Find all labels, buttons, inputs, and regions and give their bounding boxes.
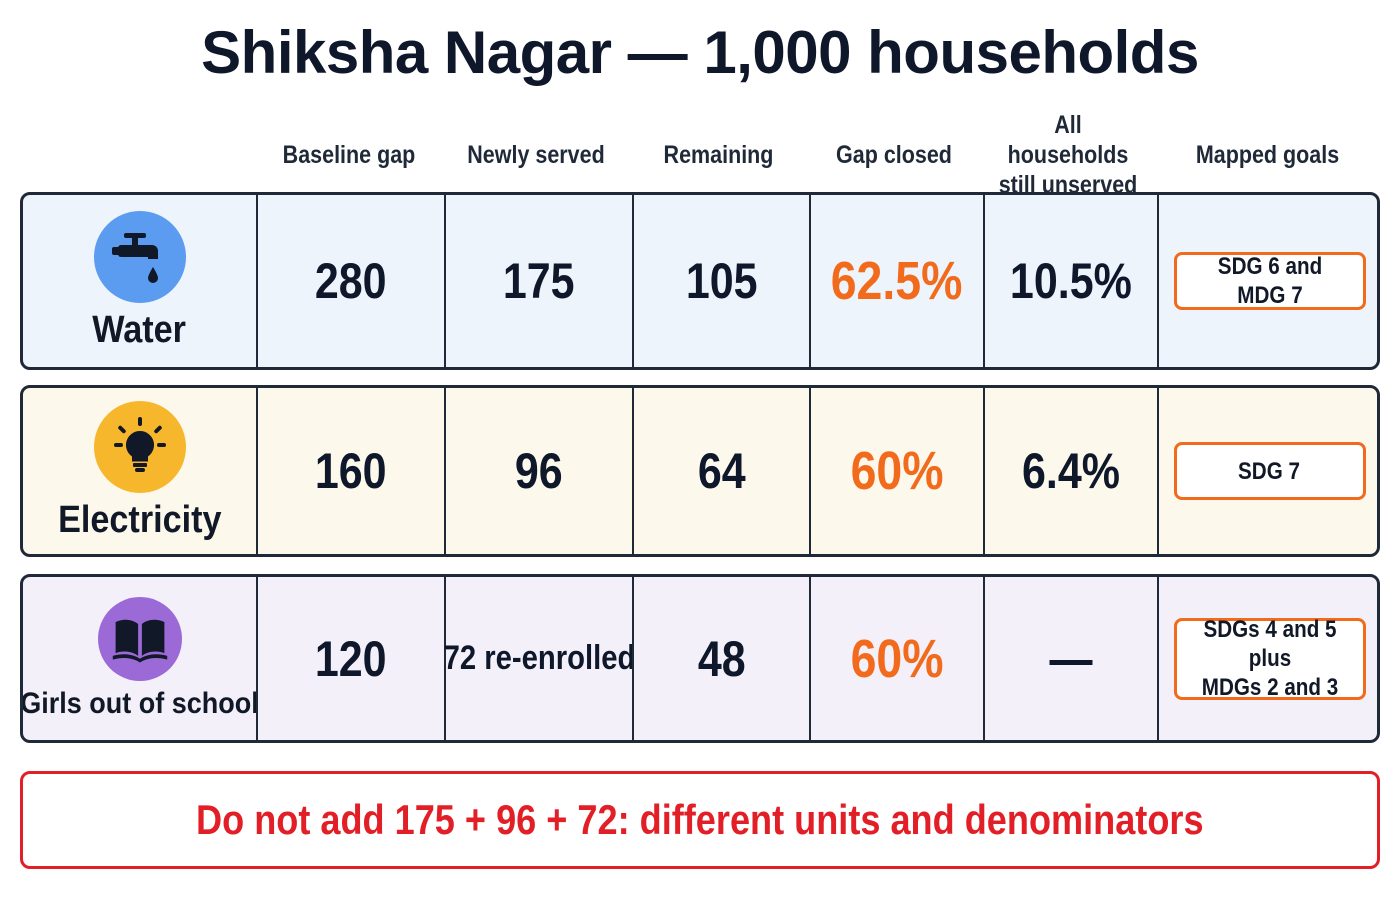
- mapped-goals-text: SDGs 4 and 5 plus MDGs 2 and 3: [1201, 616, 1338, 701]
- mapped-goals-text: SDG 6 and MDG 7: [1217, 253, 1322, 309]
- mapped-goals-text: SDG 7: [1238, 457, 1301, 485]
- remaining-value: 48: [697, 630, 746, 687]
- remaining-cell: 105: [632, 195, 809, 367]
- mapped-goals-badge: SDG 7: [1173, 442, 1366, 500]
- baseline-gap-value: 120: [315, 630, 387, 687]
- baseline-gap-cell: 160: [256, 388, 444, 554]
- unserved-value: 10.5%: [1010, 253, 1132, 309]
- column-headers: Baseline gap Newly served Remaining Gap …: [20, 111, 1380, 199]
- category-label: Girls out of school: [20, 686, 259, 720]
- unserved-cell: 6.4%: [983, 388, 1157, 554]
- remaining-cell: 64: [632, 388, 809, 554]
- column-header-mapped-goals: Mapped goals: [1195, 141, 1340, 169]
- remaining-cell: 48: [632, 577, 809, 740]
- newly-served-value: 175: [503, 253, 575, 309]
- mapped-goals-badge: SDG 6 and MDG 7: [1173, 252, 1366, 310]
- baseline-gap-cell: 280: [256, 195, 444, 367]
- table-row-electricity: Electricity 160 96 64 60% 6.4% SDG 7: [20, 385, 1380, 557]
- newly-served-value: 72 re-enrolled: [443, 639, 635, 677]
- water-tap-icon: [93, 210, 186, 303]
- baseline-gap-value: 280: [315, 253, 387, 309]
- unserved-cell: 10.5%: [983, 195, 1157, 367]
- unserved-cell: —: [983, 577, 1157, 740]
- gap-closed-cell: 62.5%: [809, 195, 983, 367]
- column-header-remaining: Remaining: [663, 141, 774, 169]
- mapped-goals-cell: SDG 7: [1157, 388, 1377, 554]
- gap-closed-cell: 60%: [809, 388, 983, 554]
- gap-closed-cell: 60%: [809, 577, 983, 740]
- gap-closed-value: 60%: [850, 628, 944, 689]
- unserved-value: 6.4%: [1021, 443, 1121, 499]
- column-header-baseline-gap: Baseline gap: [282, 141, 416, 169]
- column-header-all-households-unserved: All households still unserved: [998, 111, 1138, 199]
- category-label: Water: [92, 308, 187, 351]
- column-header-gap-closed: Gap closed: [836, 141, 952, 169]
- baseline-gap-value: 160: [315, 443, 387, 499]
- newly-served-cell: 96: [444, 388, 632, 554]
- newly-served-cell: 72 re-enrolled: [443, 577, 635, 740]
- gap-closed-value: 60%: [850, 441, 944, 501]
- gap-closed-value: 62.5%: [831, 251, 963, 311]
- light-bulb-icon: [93, 400, 186, 493]
- open-book-icon: [97, 596, 182, 681]
- mapped-goals-badge: SDGs 4 and 5 plus MDGs 2 and 3: [1173, 616, 1366, 701]
- warning-box: Do not add 175 + 96 + 72: different unit…: [20, 771, 1380, 869]
- category-cell-water: Water: [23, 195, 256, 367]
- remaining-value: 105: [685, 253, 758, 309]
- category-cell-girls-out-of-school: Girls out of school: [20, 577, 259, 740]
- warning-text: Do not add 175 + 96 + 72: different unit…: [196, 796, 1204, 843]
- table-row-girls-out-of-school: Girls out of school 120 72 re-enrolled 4…: [20, 574, 1380, 743]
- newly-served-cell: 175: [444, 195, 632, 367]
- table-row-water: Water 280 175 105 62.5% 10.5% SDG 6 and …: [20, 192, 1380, 370]
- column-header-newly-served: Newly served: [467, 141, 605, 169]
- category-label: Electricity: [57, 498, 222, 541]
- mapped-goals-cell: SDGs 4 and 5 plus MDGs 2 and 3: [1157, 577, 1377, 740]
- page-title: Shiksha Nagar — 1,000 households: [201, 19, 1199, 86]
- remaining-value: 64: [697, 443, 746, 499]
- category-cell-electricity: Electricity: [23, 388, 256, 554]
- newly-served-value: 96: [515, 443, 563, 499]
- unserved-value: —: [1049, 630, 1093, 687]
- baseline-gap-cell: 120: [256, 577, 444, 740]
- mapped-goals-cell: SDG 6 and MDG 7: [1157, 195, 1377, 367]
